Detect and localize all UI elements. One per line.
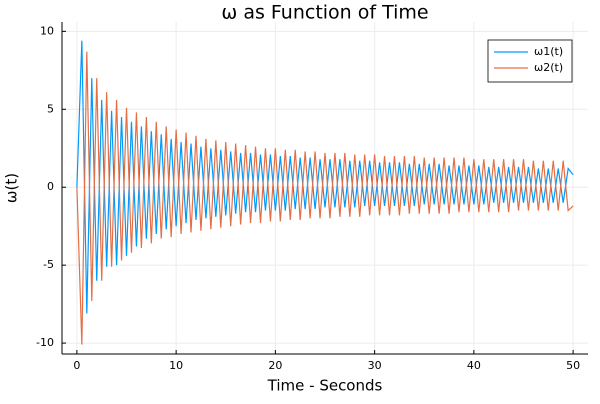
x-axis-label: Time - Seconds <box>267 377 383 395</box>
y-tick-label: -5 <box>43 258 54 271</box>
x-tick-label: 20 <box>268 359 282 372</box>
legend-label: ω1(t) <box>534 45 563 58</box>
y-axis-label: ω(t) <box>3 173 21 203</box>
x-tick-label: 30 <box>368 359 382 372</box>
legend-box <box>487 39 573 83</box>
legend-label: ω2(t) <box>534 61 563 74</box>
x-tick-label: 50 <box>566 359 580 372</box>
y-tick-label: 5 <box>47 102 54 115</box>
x-tick-label: 10 <box>169 359 183 372</box>
x-tick-label: 40 <box>467 359 481 372</box>
x-tick-label: 0 <box>73 359 80 372</box>
y-tick-label: 10 <box>40 24 54 37</box>
series-line <box>76 51 574 345</box>
y-tick-label: 0 <box>47 180 54 193</box>
chart-title: ω as Function of Time <box>221 2 428 24</box>
series-line <box>76 40 574 314</box>
y-tick-label: -10 <box>36 336 54 349</box>
